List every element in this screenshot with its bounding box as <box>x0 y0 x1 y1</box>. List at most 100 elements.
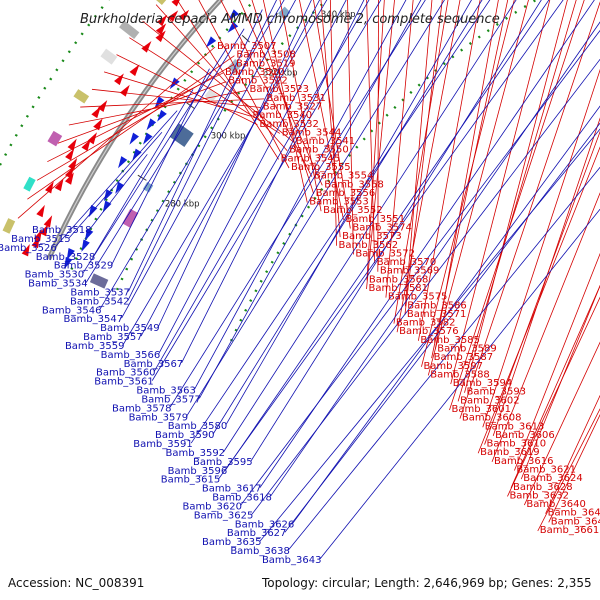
leader-line-forward <box>492 117 600 437</box>
gene-label-reverse: Bamb_3526 <box>0 243 57 254</box>
leader-line-reverse <box>250 0 542 462</box>
feature-blocks <box>2 0 291 289</box>
gene-label-forward: Bamb_3570 <box>377 257 437 268</box>
gene-label-forward: Bamb_3582 <box>396 318 456 329</box>
leader-line-reverse <box>169 0 426 408</box>
tick-mark <box>137 174 147 181</box>
leader-line-forward <box>220 0 313 177</box>
gene-label-forward: Bamb_3540 <box>253 110 313 121</box>
feature-block <box>169 123 194 148</box>
backbone-highlight <box>48 0 222 260</box>
gene-label-reverse: Bamb_3546 <box>42 305 102 316</box>
gene-label-reverse: Bamb_3557 <box>83 332 143 343</box>
gene-label-reverse: Bamb_3580 <box>168 421 228 432</box>
gene-label-forward: Bamb_3555 <box>291 162 351 173</box>
tick-mark <box>241 34 250 43</box>
gene-arrow <box>39 223 49 237</box>
gene-arrows <box>21 0 239 270</box>
leader-line-forward <box>417 0 481 341</box>
leader-line-reverse <box>190 0 491 444</box>
leader-line-forward <box>385 0 414 298</box>
leader-line-forward <box>510 284 600 488</box>
gene-label-forward: Bamb_3556 <box>316 188 376 199</box>
gene-label-reverse: Bamb_3620 <box>182 501 242 512</box>
leader-line-forward <box>57 81 227 144</box>
tick-label: 300 kbp <box>211 132 246 142</box>
feature-block <box>204 89 218 102</box>
gene-arrow <box>118 156 128 169</box>
leader-line-reverse <box>151 0 382 381</box>
gene-labels: Bamb_3507Bamb_3508Bamb_3519Bamb_3520Bamb… <box>0 41 600 566</box>
leader-line-reverse <box>89 154 148 230</box>
gene-label-reverse: Bamb_3515 <box>11 234 71 245</box>
gene-arrow <box>45 181 54 194</box>
gene-label-forward: Bamb_3553 <box>309 197 369 208</box>
gene-arrow <box>129 64 140 77</box>
gene-arrow <box>141 41 152 53</box>
gene-arrow <box>129 132 139 145</box>
gene-arrow <box>65 148 75 161</box>
gene-label-reverse: Bamb_3635 <box>202 537 262 548</box>
leader-line-forward <box>459 1 600 419</box>
gene-label-forward: Bamb_3646 <box>548 508 600 519</box>
gene-arrow <box>114 73 124 86</box>
gene-label-forward: Bamb_3558 <box>324 179 384 190</box>
gene-label-reverse: Bamb_3626 <box>235 519 295 530</box>
leader-line-forward <box>47 72 224 163</box>
leader-line-forward <box>377 0 379 272</box>
leader-line-reverse <box>218 0 564 479</box>
gene-label-reverse: Bamb_3615 <box>161 475 221 486</box>
gene-arrow <box>146 118 157 131</box>
gene-arrow <box>91 106 101 119</box>
leader-line-forward <box>155 4 288 151</box>
gene-label-forward: Bamb_3586 <box>407 300 467 311</box>
gene-label-forward: Bamb_3520 <box>225 67 285 78</box>
leader-line-forward <box>313 0 351 229</box>
gene-label-reverse: Bamb_3596 <box>168 466 228 477</box>
gene-label-forward: Bamb_3648 <box>551 516 600 527</box>
gene-label-reverse: Bamb_3542 <box>70 296 130 307</box>
leader-line-reverse <box>54 110 178 248</box>
leader-line-forward <box>482 68 600 428</box>
gene-arrow <box>67 138 77 151</box>
gene-arrow <box>167 10 179 22</box>
gene-arrow <box>103 189 113 202</box>
leader-line-reverse <box>99 0 285 310</box>
leader-line-forward <box>347 0 354 255</box>
gene-label-forward: Bamb_3640 <box>526 499 586 510</box>
leader-line-forward <box>198 0 290 169</box>
leader-line-forward <box>91 88 261 108</box>
gene-label-reverse: Bamb_3618 <box>212 493 272 504</box>
gene-arrow <box>87 132 97 145</box>
gene-arrow <box>143 132 153 145</box>
leader-line-forward <box>366 0 385 281</box>
accession-label: Accession: NC_008391 <box>8 576 144 590</box>
gene-label-forward: Bamb_3613 <box>485 421 545 432</box>
leader-line-forward <box>520 284 600 480</box>
gene-label-forward: Bamb_3610 <box>487 439 547 450</box>
gene-label-reverse: Bamb_3560 <box>96 368 156 379</box>
gene-label-forward: Bamb_3632 <box>509 490 569 501</box>
leader-line-forward <box>457 0 577 402</box>
gene-label-forward: Bamb_3527 <box>263 102 323 113</box>
gene-label-reverse: Bamb_3563 <box>136 386 196 397</box>
gene-label-forward: Bamb_3619 <box>480 447 540 458</box>
gene-label-forward: Bamb_3573 <box>342 231 402 242</box>
gene-arrow <box>227 21 239 33</box>
gene-label-forward: Bamb_3576 <box>399 326 459 337</box>
topology-label: Topology: circular; Length: 2,646,969 bp… <box>261 576 592 590</box>
leader-line-reverse <box>93 89 194 256</box>
leader-line-forward <box>427 0 529 376</box>
gene-arrow <box>155 23 167 35</box>
gene-label-forward: Bamb_3621 <box>516 465 576 476</box>
gene-label-reverse: Bamb_3579 <box>129 412 189 423</box>
gene-label-forward: Bamb_3572 <box>355 248 415 259</box>
leader-line-reverse <box>198 0 422 399</box>
gene-arrow <box>64 256 73 270</box>
feature-block <box>142 181 154 193</box>
gene-arrow <box>54 178 64 192</box>
leader-line-forward <box>329 0 337 246</box>
gene-arrow <box>33 229 42 242</box>
leader-line-forward <box>404 0 443 315</box>
